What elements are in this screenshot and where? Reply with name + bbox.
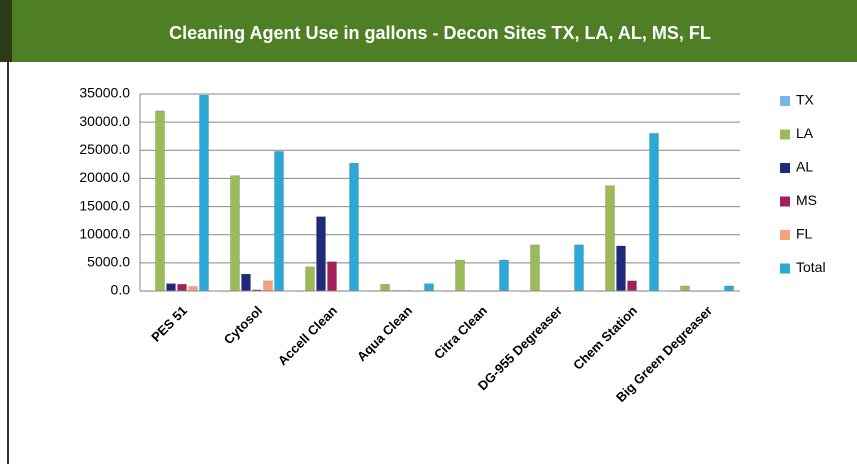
x-tick-label: Accell Clean [275,303,340,368]
legend-label: Total [796,259,826,275]
bar [680,285,690,292]
legend-swatch [780,230,790,240]
bar [649,133,659,292]
y-tick-label: 15000.0 [79,197,130,213]
y-tick-label: 30000.0 [79,113,130,129]
bar [724,285,734,292]
legend-swatch [780,129,790,140]
x-tick-label: Chem Station [570,303,640,373]
title-bar-edge [0,0,12,62]
bar [627,280,637,292]
x-tick-label: Aqua Clean [354,303,415,364]
x-tick-label: Citra Clean [431,303,490,362]
chart-title: Cleaning Agent Use in gallons - Decon Si… [169,23,711,43]
bar [327,261,337,292]
legend-label: LA [796,125,814,141]
legend-label: FL [796,226,813,242]
bar [188,286,198,292]
bar [380,283,390,292]
x-tick-label: Cytosol [221,303,265,347]
bar [605,185,615,292]
bar [263,280,273,292]
bar [455,259,465,292]
bar [316,216,326,292]
bar [177,283,187,292]
bar [155,110,165,292]
bar [349,162,359,292]
bar [424,283,434,292]
bar [530,244,540,292]
legend-label: AL [796,159,813,175]
legend-swatch [780,263,790,274]
bar [241,273,251,292]
bar [574,244,584,292]
y-tick-label: 10000.0 [79,225,130,241]
legend-label: TX [796,92,815,108]
legend-label: MS [796,192,817,208]
bar [230,175,240,292]
legend-swatch [780,96,790,106]
y-tick-label: 0.0 [111,282,131,298]
legend-swatch [780,196,790,207]
bar [616,245,626,292]
title-bar [0,0,857,62]
y-tick-label: 20000.0 [79,169,130,185]
bar [166,283,176,292]
y-tick-label: 5000.0 [87,254,130,270]
x-tick-label: DG-955 Degreaser [475,303,565,393]
y-tick-label: 35000.0 [79,85,130,101]
bar [274,151,284,292]
bar [199,94,209,292]
bar [499,259,509,292]
y-tick-label: 25000.0 [79,141,130,157]
bar [305,266,315,292]
legend-swatch [780,163,790,173]
x-tick-label: PES 51 [148,303,190,345]
